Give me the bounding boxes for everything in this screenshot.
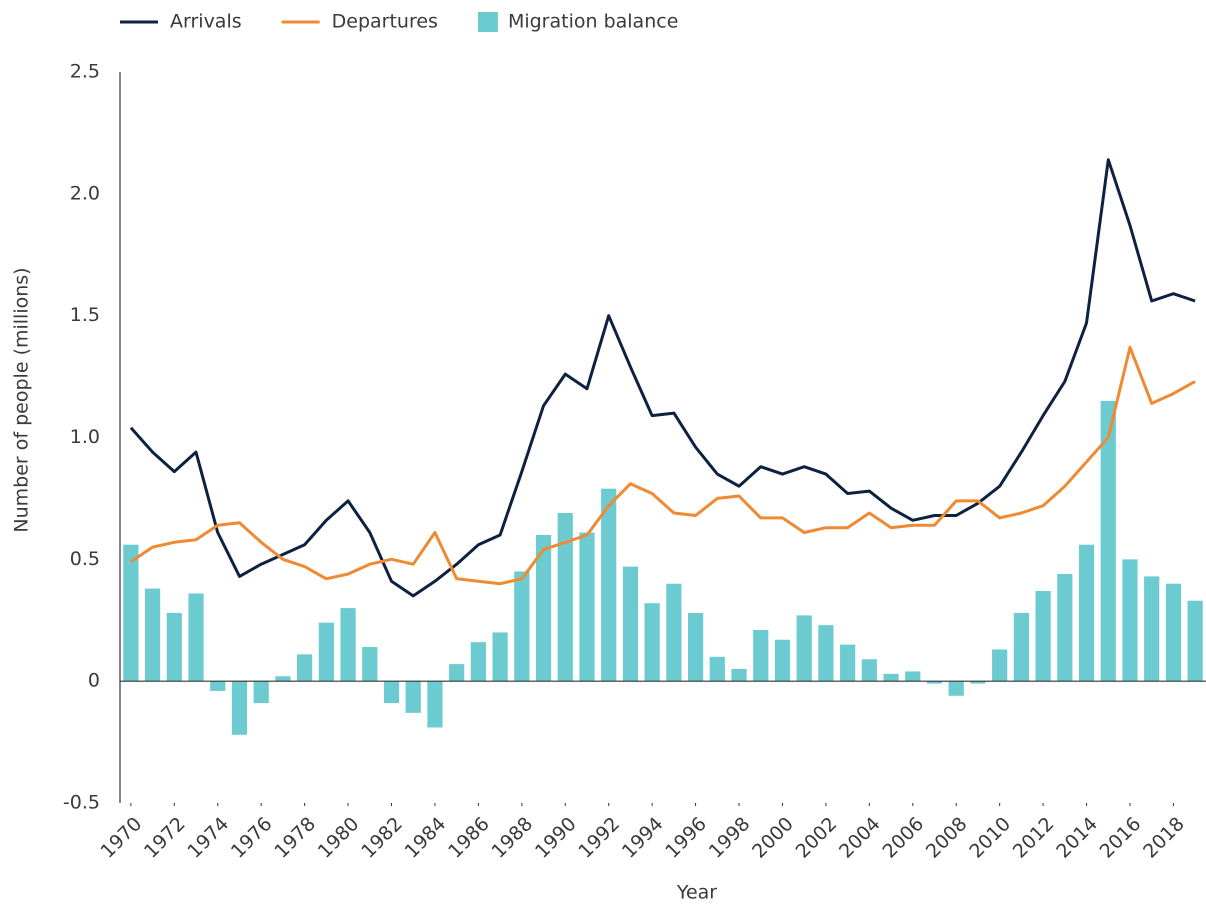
bar (1144, 576, 1160, 682)
bar (883, 673, 899, 682)
bar (905, 671, 921, 682)
x-tick-label: 1992 (574, 813, 624, 863)
x-tick-label: 1980 (314, 813, 364, 863)
bar (297, 654, 313, 682)
legend: Arrivals Departures Migration balance (120, 11, 678, 33)
bar (861, 659, 877, 682)
bar (1100, 400, 1116, 682)
bar (405, 681, 421, 713)
x-tick-label: 1996 (661, 813, 711, 863)
bar (275, 676, 291, 682)
bar (1078, 544, 1095, 682)
bar (579, 532, 595, 682)
x-tick-label: 1976 (227, 813, 277, 863)
x-tick-label: 2008 (922, 813, 972, 863)
y-tick-label: -0.5 (63, 792, 100, 814)
bar (1165, 583, 1182, 682)
bar (1013, 612, 1029, 682)
legend-swatch (477, 12, 498, 32)
bar (731, 668, 747, 682)
bar (123, 544, 139, 682)
bar (144, 588, 161, 682)
bar (926, 681, 943, 684)
bar (231, 681, 248, 735)
bar (318, 622, 334, 682)
bar (514, 571, 530, 682)
x-tick-label: 2010 (965, 813, 1015, 863)
y-axis-title: Number of people (millions) (11, 267, 33, 532)
bar (1057, 573, 1073, 682)
bar (210, 681, 226, 691)
x-tick-label: 2000 (748, 813, 798, 863)
legend-label: Migration balance (508, 11, 678, 33)
y-tick-label: 0 (88, 670, 100, 692)
x-tick-label: 1984 (401, 813, 451, 863)
y-tick-label: 2.5 (70, 61, 100, 83)
bar (383, 681, 400, 704)
bar (188, 593, 204, 682)
x-tick-label: 2006 (878, 813, 928, 863)
bar (340, 608, 356, 682)
bar (796, 615, 812, 682)
y-tick-label: 2.0 (70, 182, 100, 204)
bar (362, 647, 378, 682)
x-tick-label: 1990 (531, 813, 581, 863)
bar (601, 488, 617, 682)
bar (449, 664, 465, 682)
bar (535, 534, 552, 682)
x-tick-label: 1978 (270, 813, 320, 863)
bar (1122, 559, 1138, 682)
bar (818, 625, 834, 682)
x-tick-label: 2004 (835, 813, 885, 863)
x-tick-label: 1986 (444, 813, 494, 863)
bar (687, 612, 704, 682)
bar (666, 583, 682, 682)
bar (557, 513, 573, 682)
bar (970, 681, 986, 684)
x-tick-label: 2012 (1009, 813, 1059, 863)
x-tick-label: 2018 (1139, 813, 1189, 863)
x-tick-label: 2002 (792, 813, 842, 863)
x-tick-label: 1988 (487, 813, 537, 863)
line (129, 158, 1196, 598)
y-tick-label: 0.5 (70, 548, 100, 570)
bar (622, 566, 639, 682)
bar (1035, 591, 1051, 682)
bar (470, 642, 486, 682)
bar (774, 639, 791, 682)
bar (840, 644, 856, 682)
bar (644, 603, 660, 682)
bar (492, 632, 508, 682)
x-tick-label: 1998 (705, 813, 755, 863)
x-axis-title: Year (676, 882, 717, 904)
bar (948, 681, 964, 696)
x-tick-label: 1970 (97, 813, 147, 863)
bar (753, 629, 769, 682)
bar (427, 681, 443, 728)
bar (1187, 600, 1203, 682)
legend-label: Departures (332, 11, 438, 33)
x-tick-label: 1972 (140, 813, 190, 863)
x-tick-label: 1974 (183, 813, 233, 863)
x-tick-label: 1994 (618, 813, 668, 863)
y-tick-label: 1.5 (70, 304, 100, 326)
x-tick-label: 2014 (1052, 813, 1102, 863)
x-tick-label: 1982 (357, 813, 407, 863)
bar (166, 612, 182, 682)
bar (709, 656, 725, 682)
x-tick-label: 2016 (1096, 813, 1146, 863)
legend-label: Arrivals (170, 11, 242, 33)
bar (992, 649, 1008, 682)
bar (253, 681, 269, 704)
line (130, 345, 1196, 586)
y-tick-label: 1.0 (70, 426, 100, 448)
